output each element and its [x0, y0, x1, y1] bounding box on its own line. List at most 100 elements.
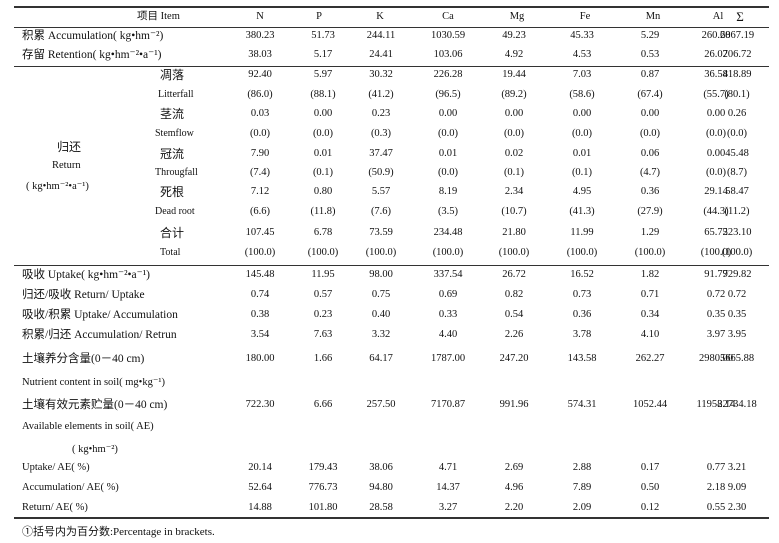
row-label: Througfall	[155, 167, 198, 178]
table-cell: 0.82	[504, 289, 524, 300]
table-cell: 6.66	[313, 399, 333, 410]
table-cell: 2.26	[504, 329, 524, 340]
row-label: 合计	[160, 226, 185, 240]
table-cell: (100.0)	[634, 247, 666, 258]
table-cell: 143.58	[567, 353, 597, 364]
soil-unit-label: Nutrient content in soil( mg•kg⁻¹)	[22, 377, 166, 388]
table-cell: 247.20	[499, 353, 529, 364]
table-cell: 180.00	[245, 353, 275, 364]
table-cell: 101.80	[308, 502, 338, 513]
table-cell: 1787.00	[430, 353, 466, 364]
table-cell: 0.03	[250, 108, 270, 119]
table-cell: (100.0)	[700, 247, 732, 258]
row-label: 茎流	[160, 107, 185, 121]
row-label: Litterfall	[158, 89, 194, 100]
table-cell: 0.73	[572, 289, 592, 300]
table-cell: (58.6)	[569, 89, 595, 100]
table-cell: 11.99	[570, 227, 594, 238]
table-cell: 418.89	[722, 69, 752, 80]
table-cell: (0.1)	[503, 167, 525, 178]
table-cell: 5.17	[313, 49, 333, 60]
table-cell: 7.03	[572, 69, 592, 80]
table-cell: 991.96	[499, 399, 529, 410]
table-cell: 64.17	[369, 353, 393, 364]
table-cell: 36.58	[704, 69, 728, 80]
table-cell: (0.0)	[705, 167, 727, 178]
table-cell: (55.7)	[703, 89, 729, 100]
table-cell: 21.80	[502, 227, 526, 238]
table-cell: 6.78	[313, 227, 333, 238]
table-cell: 3.27	[438, 502, 458, 513]
table-cell: (0.0)	[249, 128, 271, 139]
table-cell: 16.52	[570, 269, 594, 280]
table-cell: (50.9)	[368, 167, 394, 178]
table-cell: 523.10	[722, 227, 752, 238]
table-cell: 29.14	[704, 186, 728, 197]
header-col-2: K	[376, 11, 384, 22]
table-cell: 0.02	[504, 148, 524, 159]
table-cell: 94.80	[369, 482, 393, 493]
table-cell: (0.0)	[437, 167, 459, 178]
row-label: 吸收/积累 Uptake/ Accumulation	[22, 309, 178, 321]
table-cell: 0.06	[640, 148, 660, 159]
header-col-4: Mg	[509, 11, 525, 22]
table-cell: (0.0)	[503, 128, 525, 139]
table-cell: 262.27	[635, 353, 665, 364]
table-cell: 3.78	[572, 329, 592, 340]
table-cell: 0.72	[706, 289, 726, 300]
table-cell: 98.00	[369, 269, 393, 280]
table-cell: 337.54	[433, 269, 463, 280]
row-label: 存留 Retention( kg•hm⁻²•a⁻¹)	[22, 49, 162, 61]
table-cell: 1030.59	[430, 30, 466, 41]
row-label: Accumulation/ AE( %)	[22, 482, 119, 493]
table-cell: 4.40	[438, 329, 458, 340]
table-cell: 4.95	[572, 186, 592, 197]
table-cell: 0.17	[640, 462, 660, 473]
table-cell: 7.90	[250, 148, 270, 159]
table-cell: 179.43	[308, 462, 338, 473]
table-cell: 8.19	[438, 186, 458, 197]
table-cell: 91.79	[704, 269, 728, 280]
table-cell: 380.23	[245, 30, 275, 41]
table-cell: 206.72	[722, 49, 752, 60]
table-cell: 3.95	[727, 329, 747, 340]
table-cell: 3.54	[250, 329, 270, 340]
table-cell: 0.33	[438, 309, 458, 320]
table-cell: 0.71	[640, 289, 660, 300]
table-cell: 51.73	[311, 30, 335, 41]
table-cell: 4.96	[504, 482, 524, 493]
table-cell: 2.09	[572, 502, 592, 513]
table-cell: 7.12	[250, 186, 270, 197]
table-cell: 20.14	[248, 462, 272, 473]
header-col-3: Ca	[442, 11, 454, 22]
table-cell: 776.73	[308, 482, 338, 493]
row-label: Uptake/ AE( %)	[22, 462, 90, 473]
table-cell: (100.0)	[365, 247, 397, 258]
row-label: 归还/吸收 Return/ Uptake	[22, 289, 145, 301]
table-cell: 45.33	[570, 30, 594, 41]
table-cell: (100.0)	[721, 247, 753, 258]
table-cell: (96.5)	[435, 89, 461, 100]
table-cell: 0.74	[250, 289, 270, 300]
table-cell: 9.09	[727, 482, 747, 493]
table-cell: (0.1)	[312, 167, 334, 178]
table-cell: (7.6)	[370, 206, 392, 217]
table-cell: 26.07	[704, 49, 728, 60]
row-label: Total	[160, 247, 181, 258]
table-cell: 226.28	[433, 69, 463, 80]
table-cell: 0.00	[706, 108, 726, 119]
footnote: ①括号内为百分数:Percentage in brackets.	[22, 526, 215, 538]
row-label: 土壤养分含量(0－40 cm)	[22, 353, 145, 365]
table-cell: 2980.00	[698, 353, 734, 364]
table-cell: (11.8)	[310, 206, 336, 217]
table-cell: 58.47	[725, 186, 749, 197]
table-cell: 37.47	[369, 148, 393, 159]
table-cell: 22734.18	[717, 399, 757, 410]
table-cell: 0.23	[313, 309, 333, 320]
row-label: Stemflow	[155, 128, 194, 139]
table-cell: 52.64	[248, 482, 272, 493]
table-cell: (100.0)	[566, 247, 598, 258]
table-cell: 0.72	[727, 289, 747, 300]
table-cell: 103.06	[433, 49, 463, 60]
table-cell: 0.01	[438, 148, 458, 159]
